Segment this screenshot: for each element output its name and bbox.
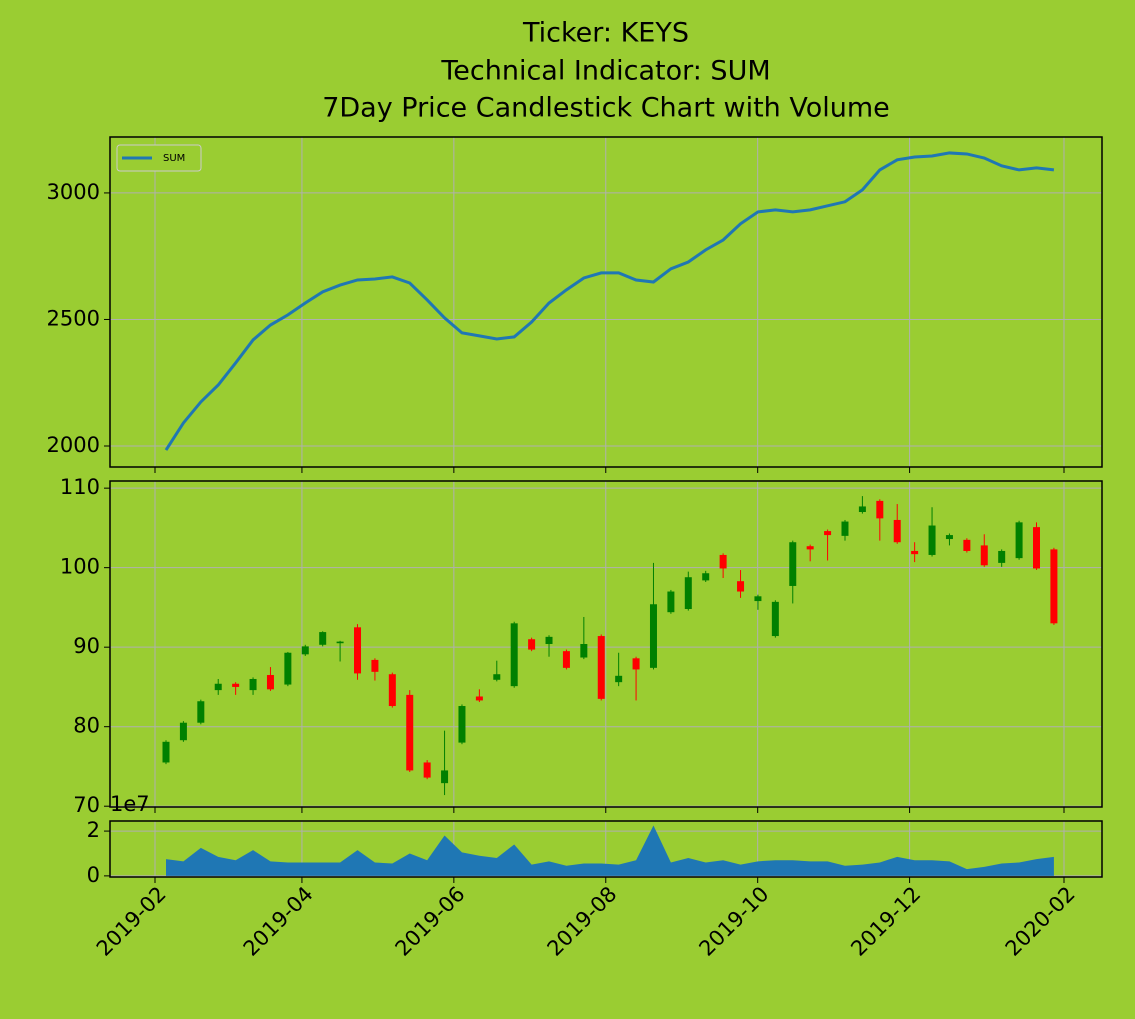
- candle-body: [214, 683, 222, 691]
- axes-frame: [109, 820, 1103, 878]
- y-tick-label: 80: [73, 714, 100, 738]
- candle-body: [806, 546, 814, 550]
- candle-body: [371, 659, 379, 672]
- candle-body: [493, 674, 501, 680]
- candle-body: [632, 658, 640, 670]
- candle-body: [597, 636, 605, 699]
- candle-body: [615, 675, 623, 683]
- candle-body: [249, 678, 257, 691]
- y-tick-label: 0: [87, 863, 100, 887]
- candle-body: [963, 539, 971, 551]
- y-tick-label: 70: [73, 793, 100, 817]
- line-series: [164, 151, 1055, 451]
- title-line: Ticker: KEYS: [522, 18, 689, 49]
- candle-body: [354, 627, 362, 674]
- candle-body: [893, 519, 901, 543]
- candle-body: [824, 531, 832, 536]
- y-tick-label: 90: [73, 634, 100, 658]
- candle-body: [1015, 522, 1023, 559]
- candle-body: [232, 683, 240, 687]
- candle-body: [684, 577, 692, 610]
- candle-body: [719, 554, 727, 569]
- title-line: Technical Indicator: SUM: [440, 56, 770, 87]
- candle-body: [928, 525, 936, 555]
- candle-body: [528, 639, 536, 650]
- legend-label: SUM: [163, 153, 185, 164]
- candle-body: [301, 646, 309, 655]
- y-tick-label: 2500: [47, 306, 100, 330]
- candle-body: [423, 762, 431, 778]
- axes-frame: [109, 480, 1103, 808]
- candle-body: [754, 596, 762, 602]
- candle-body: [336, 641, 344, 644]
- candle-body: [1033, 527, 1040, 569]
- candle-body: [649, 604, 657, 668]
- candle-body: [475, 696, 483, 701]
- candle-body: [789, 542, 797, 586]
- candle-body: [580, 644, 588, 658]
- candle-body: [319, 632, 327, 645]
- candle-body: [737, 581, 745, 592]
- candle-body: [388, 674, 396, 707]
- volume-area: [166, 825, 1054, 876]
- y-tick-label: 2: [87, 818, 100, 842]
- candle-body: [197, 701, 205, 723]
- candle-body: [284, 652, 292, 685]
- candle-body: [441, 770, 449, 784]
- y-tick-label: 3000: [47, 180, 100, 204]
- legend-box: [116, 144, 202, 172]
- candle-body: [667, 591, 675, 613]
- candle-body: [562, 651, 570, 668]
- y-tick-label: 2000: [47, 433, 100, 457]
- candle-body: [266, 675, 274, 690]
- candle-body: [179, 722, 187, 741]
- candle-body: [858, 506, 866, 513]
- candle-body: [841, 521, 849, 536]
- axis-offset: 1e7: [110, 792, 150, 816]
- candle-body: [545, 636, 553, 644]
- y-tick-label: 110: [60, 475, 100, 499]
- candle-body: [945, 535, 953, 540]
- candle-body: [702, 573, 710, 581]
- candle-body: [510, 623, 518, 687]
- axes-frame: [109, 136, 1103, 468]
- candle-body: [876, 500, 884, 519]
- candle-body: [1050, 549, 1058, 624]
- candle-body: [458, 706, 466, 743]
- y-tick-label: 100: [60, 555, 100, 579]
- candle-body: [980, 545, 988, 566]
- candle-body: [911, 550, 919, 555]
- candle-body: [771, 601, 779, 637]
- legend: SUM: [116, 144, 202, 172]
- candle-body: [406, 694, 414, 771]
- title-line: 7Day Price Candlestick Chart with Volume: [322, 93, 890, 124]
- candle-body: [162, 741, 170, 763]
- candle-body: [998, 550, 1006, 563]
